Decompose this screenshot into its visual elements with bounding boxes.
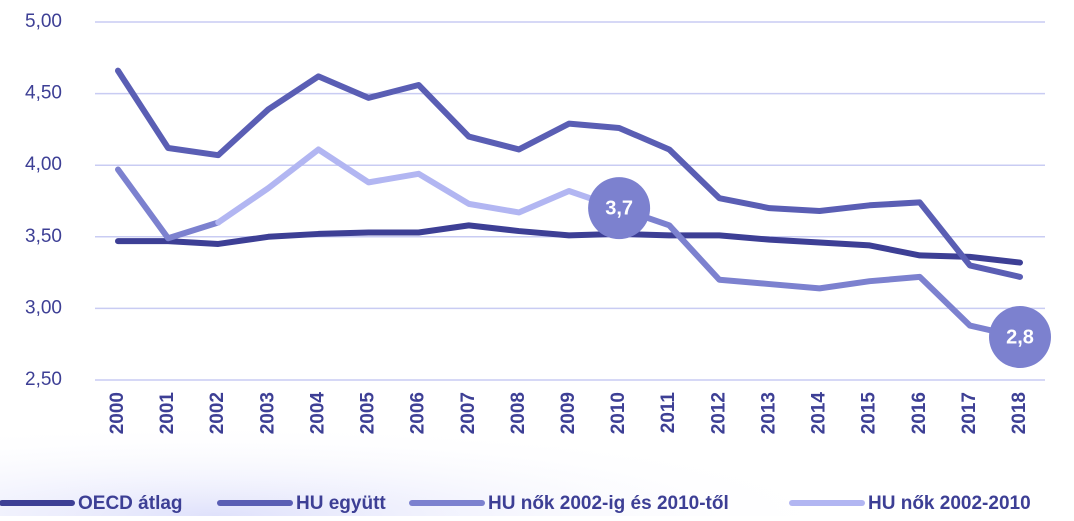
x-tick-label: 2005 (358, 392, 379, 435)
legend-label: HU együtt (296, 493, 386, 514)
legend-label: HU nők 2002-ig és 2010-től (488, 493, 729, 514)
data-label: 3,7 (605, 197, 633, 219)
x-tick-label: 2009 (558, 392, 579, 434)
x-tick-label: 2013 (758, 392, 779, 434)
x-tick-label: 2007 (458, 392, 479, 434)
chart: 2,50 3,00 3,50 4,00 4,50 5,00 2000 2001 2002 2003… (0, 0, 1074, 516)
x-tick-label: 2011 (658, 392, 679, 434)
series-line (118, 225, 1020, 262)
x-tick-label: 2006 (408, 392, 429, 434)
legend-label: OECD átlag (78, 493, 183, 514)
y-tick-label: 4,00 (25, 154, 62, 175)
x-tick-label: 2000 (107, 392, 128, 434)
y-tick-label: 4,50 (25, 83, 62, 104)
x-tick-label: 2003 (257, 392, 278, 434)
x-tick-label: 2017 (959, 392, 980, 434)
y-tick-label: 3,00 (25, 297, 62, 318)
y-tick-label: 3,50 (25, 226, 62, 247)
x-tick-label: 2010 (608, 392, 629, 434)
series-line (118, 169, 1020, 337)
legend-label: HU nők 2002-2010 (868, 493, 1031, 514)
y-tick-label: 5,00 (25, 11, 62, 32)
y-tick-label: 2,50 (25, 369, 62, 390)
x-tick-label: 2001 (157, 392, 178, 435)
data-label: 2,8 (1006, 326, 1034, 348)
x-tick-label: 2015 (859, 392, 880, 435)
x-tick-label: 2016 (909, 392, 930, 434)
x-tick-label: 2008 (508, 392, 529, 434)
series-line (218, 149, 619, 222)
x-tick-label: 2002 (207, 392, 228, 434)
x-tick-label: 2012 (708, 392, 729, 434)
x-tick-label: 2004 (307, 392, 328, 435)
x-tick-label: 2018 (1009, 392, 1030, 434)
x-tick-label: 2014 (809, 392, 830, 435)
